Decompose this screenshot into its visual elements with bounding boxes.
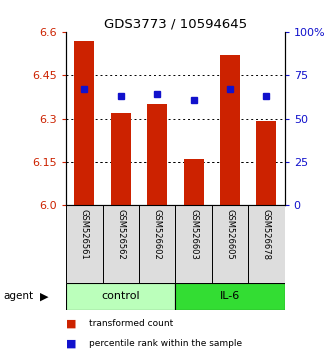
Bar <box>147 104 167 205</box>
Text: ▶: ▶ <box>40 291 48 302</box>
Bar <box>103 205 139 283</box>
Text: IL-6: IL-6 <box>220 291 240 302</box>
Text: percentile rank within the sample: percentile rank within the sample <box>89 339 243 348</box>
Text: GSM526603: GSM526603 <box>189 209 198 260</box>
Bar <box>175 283 285 310</box>
Text: transformed count: transformed count <box>89 319 174 329</box>
Bar <box>66 283 175 310</box>
Text: GSM526562: GSM526562 <box>116 209 125 260</box>
Bar <box>212 205 248 283</box>
Bar <box>74 40 94 205</box>
Text: GSM526602: GSM526602 <box>153 209 162 260</box>
Bar <box>184 159 204 205</box>
Bar <box>257 121 276 205</box>
Text: control: control <box>102 291 140 302</box>
Bar <box>175 205 212 283</box>
Bar <box>66 205 103 283</box>
Text: GSM526605: GSM526605 <box>225 209 235 260</box>
Text: GSM526561: GSM526561 <box>80 209 89 260</box>
Text: GSM526678: GSM526678 <box>262 209 271 260</box>
Text: ■: ■ <box>66 319 77 329</box>
Title: GDS3773 / 10594645: GDS3773 / 10594645 <box>104 18 247 31</box>
Text: agent: agent <box>3 291 33 302</box>
Text: ■: ■ <box>66 338 77 348</box>
Bar <box>248 205 285 283</box>
Bar <box>139 205 175 283</box>
Bar <box>111 113 131 205</box>
Bar <box>220 55 240 205</box>
